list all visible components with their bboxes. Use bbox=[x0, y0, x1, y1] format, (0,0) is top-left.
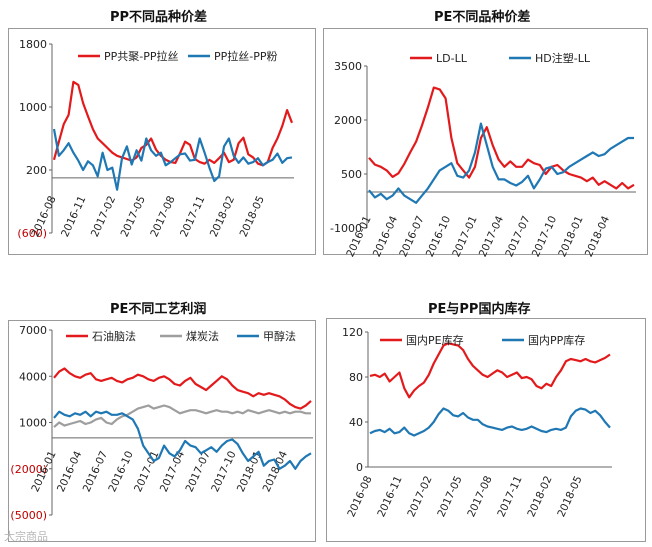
c4-x-tick-label: 2017-08 bbox=[465, 474, 494, 519]
c2-legend-label-1: LD-LL bbox=[436, 52, 468, 65]
c3-legend-label-1: 石油脑法 bbox=[92, 329, 136, 343]
c4-legend-label-1: 国内PE库存 bbox=[406, 333, 464, 347]
c3-series-line-1 bbox=[53, 367, 312, 410]
c4-y-tick-label: 80 bbox=[349, 371, 363, 384]
c3-series-line-3 bbox=[53, 410, 312, 470]
c4-x-tick-label: 2017-02 bbox=[405, 474, 434, 519]
c4-y-tick-label: 120 bbox=[342, 326, 363, 339]
watermark-text: 大宗商品 bbox=[4, 530, 48, 543]
chart1-title: PP不同品种价差 bbox=[110, 10, 208, 25]
c2-series-line-2 bbox=[368, 122, 634, 204]
c1-y-tick-label: 1800 bbox=[19, 38, 47, 51]
chart4-title: PE与PP国内库存 bbox=[428, 302, 531, 317]
c3-y-tick-label: 1000 bbox=[19, 417, 47, 430]
c1-series-line-1 bbox=[52, 80, 294, 167]
c2-legend-label-2: HD注塑-LL bbox=[535, 51, 591, 65]
c4-y-tick-label: 0 bbox=[356, 461, 363, 474]
c3-y-tick-label: (5000) bbox=[10, 509, 47, 522]
chart3-title: PE不同工艺利润 bbox=[110, 302, 207, 317]
c3-series-line-2 bbox=[53, 404, 311, 428]
c4-x-tick-label: 2016-11 bbox=[375, 474, 404, 519]
c3-y-tick-label: 7000 bbox=[19, 324, 47, 337]
c1-legend-label-2: PP拉丝-PP粉 bbox=[214, 49, 278, 63]
c1-y-tick-label: (600) bbox=[17, 227, 47, 240]
c4-x-tick-label: 2018-02 bbox=[525, 474, 554, 519]
c4-series-line-1 bbox=[369, 342, 611, 399]
chart2-title: PE不同品种价差 bbox=[434, 10, 531, 25]
c3-legend-label-3: 甲醇法 bbox=[263, 329, 296, 343]
c4-y-tick-label: 40 bbox=[349, 416, 363, 429]
c3-y-tick-label: 4000 bbox=[19, 370, 47, 383]
c2-series-line-1 bbox=[368, 86, 635, 190]
c1-legend-label-1: PP共聚-PP拉丝 bbox=[104, 49, 179, 63]
c2-y-tick-label: 2000 bbox=[334, 114, 362, 127]
c4-x-tick-label: 2017-11 bbox=[495, 474, 524, 519]
c2-y-tick-label: 500 bbox=[341, 168, 362, 181]
c4-x-tick-label: 2016-08 bbox=[345, 474, 374, 519]
c4-x-tick-label: 2017-05 bbox=[435, 474, 464, 519]
c2-y-tick-label: -1000 bbox=[330, 222, 362, 235]
c4-legend-label-2: 国内PP库存 bbox=[528, 333, 585, 347]
chart3-frame bbox=[8, 320, 316, 542]
c4-x-tick-label: 2018-05 bbox=[555, 474, 584, 519]
c3-y-tick-label: (2000) bbox=[10, 463, 47, 476]
c1-y-tick-label: 200 bbox=[26, 164, 47, 177]
c3-legend-label-2: 煤炭法 bbox=[186, 329, 219, 343]
c1-series-line-2 bbox=[52, 128, 293, 191]
c2-y-tick-label: 3500 bbox=[334, 60, 362, 73]
c1-y-tick-label: 1000 bbox=[19, 101, 47, 114]
c4-series-line-2 bbox=[369, 407, 611, 437]
